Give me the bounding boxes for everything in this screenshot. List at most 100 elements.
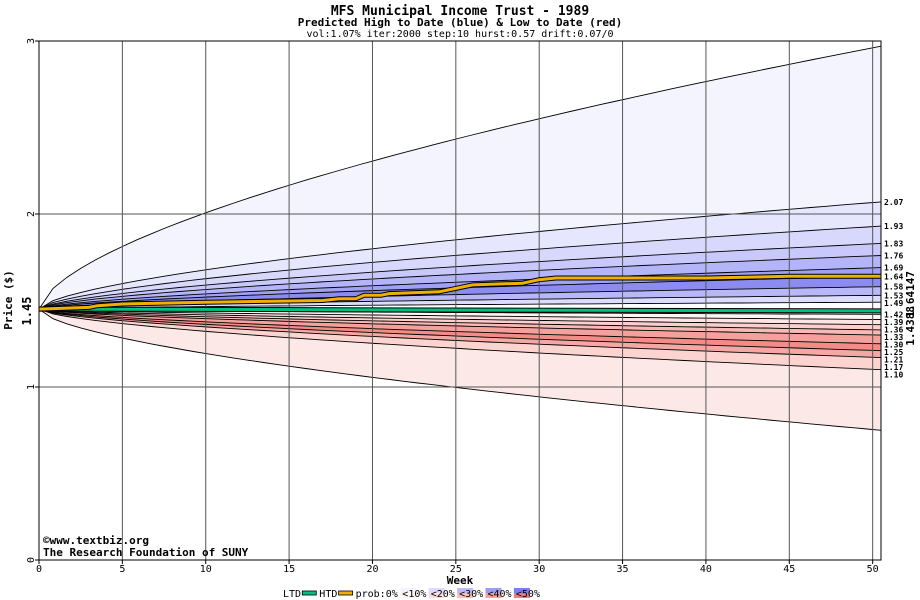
low-quantile-line	[38, 308, 882, 371]
high-band	[39, 243, 881, 310]
band-end-label: 1.69	[884, 264, 903, 273]
legend-swatch-high	[457, 588, 474, 593]
low-quantile-line	[38, 308, 882, 359]
legend-label: <10%	[402, 589, 426, 600]
high-band	[39, 286, 881, 310]
x-tick-label: 5	[119, 564, 125, 575]
low-quantile-line	[38, 308, 882, 320]
low-band	[39, 309, 881, 336]
legend: LTD HTD prob:0% <10% <20% <30% <40% <50%	[283, 588, 540, 600]
low-quantile-line	[38, 308, 882, 331]
probability-bands	[38, 45, 882, 431]
band-end-label: 1.10	[884, 370, 903, 379]
legend-label: LTD	[283, 589, 301, 600]
band-end-label: 2.07	[884, 198, 903, 207]
start-price-label: 1.45	[20, 297, 34, 326]
legend-label: HTD	[319, 589, 337, 600]
chart-params: vol:1.07% iter:2000 step:10 hurst:0.57 d…	[306, 29, 613, 40]
y-axis-label: Price ($)	[2, 270, 15, 330]
series-lines	[38, 273, 882, 314]
low-band	[39, 309, 881, 370]
band-end-label: 1.76	[884, 252, 903, 261]
x-tick-label: 50	[867, 564, 879, 575]
x-tick-label: 10	[200, 564, 212, 575]
y-tick-label: 1	[26, 384, 37, 390]
legend-swatch-low	[513, 593, 530, 598]
high-band	[39, 201, 881, 310]
x-tick-label: 25	[450, 564, 462, 575]
band-end-label: 1.36	[884, 325, 903, 334]
legend-swatch-low	[457, 593, 474, 598]
legend-swatch-low	[485, 593, 502, 598]
x-tick-label: 40	[700, 564, 712, 575]
high-quantile-line	[38, 267, 882, 310]
legend-label: <50%	[516, 589, 540, 600]
high-quantile-line	[38, 201, 882, 310]
y-tick-label: 0	[26, 557, 37, 563]
credit-website: ©www.textbiz.org	[43, 534, 149, 547]
legend-swatch-low	[400, 593, 417, 598]
current-ltd-label: 1.4388	[904, 306, 917, 346]
low-band	[39, 309, 881, 325]
band-end-label: 1.17	[884, 363, 903, 372]
credit-organization: The Research Foundation of SUNY	[43, 546, 249, 559]
x-tick-label: 15	[283, 564, 295, 575]
legend-line-swatch	[301, 590, 317, 596]
band-end-label: 1.58	[884, 283, 903, 292]
band-end-label: 1.30	[884, 340, 903, 349]
current-htd-label: 1.64147	[904, 271, 917, 317]
legend-swatch-high	[400, 588, 417, 593]
high-band	[39, 276, 881, 310]
legend-label: prob:0%	[356, 589, 398, 600]
x-tick-label: 30	[533, 564, 545, 575]
low-quantile-line	[38, 308, 882, 336]
x-tick-label: 20	[366, 564, 378, 575]
high-quantile-line	[38, 255, 882, 310]
x-axis-ticks: 0 5 10 15 20 25 30 35 40 45 50	[36, 560, 879, 575]
x-tick-label: 45	[783, 564, 795, 575]
high-quantile-line	[38, 242, 882, 310]
band-end-label: 1.64	[884, 272, 903, 281]
high-band	[39, 295, 881, 310]
plot-frame	[38, 40, 882, 561]
y-tick-label: 2	[26, 211, 37, 217]
chart-title: MFS Municipal Income Trust - 1989	[331, 4, 589, 19]
legend-label: <30%	[459, 589, 483, 600]
band-end-label: 1.39	[884, 318, 903, 327]
high-band	[39, 226, 881, 310]
legend-label: <40%	[488, 589, 512, 600]
chart-subtitle: Predicted High to Date (blue) & Low to D…	[298, 16, 623, 29]
high-band	[39, 46, 881, 310]
low-band	[39, 309, 881, 351]
band-end-label: 1.93	[884, 222, 903, 231]
band-end-label: 1.25	[884, 348, 903, 357]
x-tick-label: 0	[36, 564, 42, 575]
legend-swatch-high	[513, 588, 530, 593]
band-end-labels: 2.07 1.93 1.83 1.76 1.691.64 1.581.531.49 1.42…	[884, 198, 903, 379]
low-quantile-line	[38, 308, 882, 345]
x-tick-label: 35	[617, 564, 629, 575]
x-axis-label: Week	[447, 574, 474, 587]
ltd-line	[38, 307, 882, 313]
band-end-label: 1.42	[884, 310, 903, 319]
high-band	[39, 255, 881, 310]
low-quantile-line	[38, 308, 882, 431]
legend-swatch-high	[485, 588, 502, 593]
band-end-label: 1.21	[884, 355, 903, 364]
high-quantile-line	[38, 225, 882, 310]
low-band	[39, 309, 881, 358]
band-end-label: 1.53	[884, 291, 903, 300]
legend-label: <20%	[431, 589, 455, 600]
htd-line	[38, 274, 881, 311]
legend-swatch-low	[428, 593, 445, 598]
legend-line-swatch	[338, 590, 354, 596]
band-end-label: 1.83	[884, 239, 903, 248]
low-quantile-line	[38, 308, 882, 326]
low-band	[39, 309, 881, 431]
band-end-label: 1.49	[884, 299, 903, 308]
y-axis-ticks: 0 1 2 3	[26, 38, 39, 563]
legend-swatch-high	[428, 588, 445, 593]
low-quantile-line	[38, 308, 882, 352]
y-tick-label: 3	[26, 38, 37, 44]
